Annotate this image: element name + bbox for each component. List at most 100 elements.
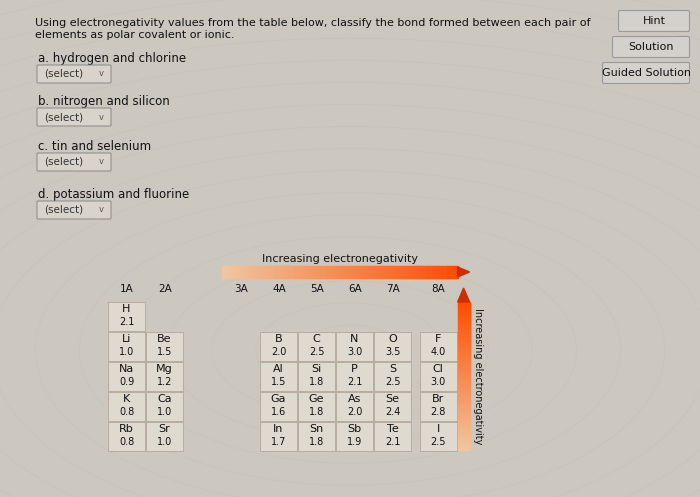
Bar (108, 332, 145, 361)
Text: C: C (313, 334, 321, 344)
Text: 1.8: 1.8 (309, 437, 324, 447)
FancyBboxPatch shape (37, 201, 111, 219)
Text: Rb: Rb (119, 424, 134, 434)
Text: 1.5: 1.5 (157, 347, 172, 357)
Bar (260, 332, 297, 361)
Bar (146, 362, 183, 391)
Text: Te: Te (386, 424, 398, 434)
Bar (419, 392, 456, 421)
Bar (108, 422, 145, 451)
Text: 0.8: 0.8 (119, 437, 134, 447)
Bar (374, 422, 411, 451)
Bar (419, 332, 456, 361)
Bar (108, 302, 145, 331)
Text: N: N (350, 334, 358, 344)
Bar (298, 422, 335, 451)
Bar (298, 332, 335, 361)
Text: c. tin and selenium: c. tin and selenium (38, 140, 151, 153)
Bar (336, 332, 373, 361)
Text: B: B (274, 334, 282, 344)
Text: 3.5: 3.5 (385, 347, 400, 357)
Text: F: F (435, 334, 441, 344)
Text: As: As (348, 394, 361, 404)
Text: Be: Be (158, 334, 172, 344)
Text: Li: Li (122, 334, 131, 344)
Bar (374, 392, 411, 421)
Bar (146, 422, 183, 451)
Text: 2.0: 2.0 (346, 407, 362, 417)
Text: I: I (437, 424, 440, 434)
FancyBboxPatch shape (619, 10, 690, 31)
Text: 1.0: 1.0 (157, 407, 172, 417)
Text: 1.9: 1.9 (347, 437, 362, 447)
Text: K: K (123, 394, 130, 404)
Text: Using electronegativity values from the table below, classify the bond formed be: Using electronegativity values from the … (35, 18, 591, 28)
Bar (260, 422, 297, 451)
Text: (select): (select) (44, 157, 83, 167)
Text: 1.6: 1.6 (271, 407, 286, 417)
Text: 2.1: 2.1 (385, 437, 400, 447)
Text: v: v (99, 112, 104, 121)
Text: 7A: 7A (386, 284, 400, 294)
Text: (select): (select) (44, 112, 83, 122)
Text: (select): (select) (44, 205, 83, 215)
Text: Ge: Ge (309, 394, 324, 404)
Text: 1.7: 1.7 (271, 437, 286, 447)
Text: 1.0: 1.0 (157, 437, 172, 447)
Text: (select): (select) (44, 69, 83, 79)
Text: Increasing electronegativity: Increasing electronegativity (473, 308, 482, 444)
Bar (336, 422, 373, 451)
Text: Solution: Solution (629, 42, 673, 52)
Text: 4A: 4A (272, 284, 286, 294)
Bar (146, 332, 183, 361)
Text: 2.4: 2.4 (385, 407, 400, 417)
Text: 0.8: 0.8 (119, 407, 134, 417)
Text: elements as polar covalent or ionic.: elements as polar covalent or ionic. (35, 30, 235, 40)
Text: Mg: Mg (156, 364, 173, 374)
FancyBboxPatch shape (603, 63, 690, 83)
Text: 2.8: 2.8 (430, 407, 446, 417)
Text: 3A: 3A (234, 284, 248, 294)
Bar (419, 422, 456, 451)
Text: Se: Se (386, 394, 400, 404)
Bar (108, 392, 145, 421)
FancyBboxPatch shape (37, 108, 111, 126)
Text: 6A: 6A (348, 284, 362, 294)
Bar (374, 362, 411, 391)
Text: Sb: Sb (347, 424, 362, 434)
Bar (108, 362, 145, 391)
Text: 2.5: 2.5 (385, 377, 400, 387)
FancyBboxPatch shape (37, 153, 111, 171)
Text: 2.1: 2.1 (119, 317, 134, 327)
Text: 2.5: 2.5 (430, 437, 446, 447)
Text: Al: Al (273, 364, 284, 374)
Text: Ca: Ca (158, 394, 172, 404)
Text: Sr: Sr (159, 424, 170, 434)
Bar (260, 362, 297, 391)
Text: Cl: Cl (433, 364, 444, 374)
Polygon shape (458, 267, 470, 277)
Text: 2.0: 2.0 (271, 347, 286, 357)
Text: 3.0: 3.0 (347, 347, 362, 357)
Bar (146, 392, 183, 421)
Text: 1.8: 1.8 (309, 377, 324, 387)
Text: 2.1: 2.1 (346, 377, 362, 387)
Text: 1A: 1A (120, 284, 134, 294)
Bar (298, 392, 335, 421)
Text: 5A: 5A (310, 284, 324, 294)
Text: 0.9: 0.9 (119, 377, 134, 387)
Text: Guided Solution: Guided Solution (601, 68, 690, 78)
Text: 1.2: 1.2 (157, 377, 172, 387)
Bar (336, 362, 373, 391)
Text: 8A: 8A (432, 284, 445, 294)
FancyBboxPatch shape (37, 65, 111, 83)
Text: v: v (99, 205, 104, 215)
Text: b. nitrogen and silicon: b. nitrogen and silicon (38, 95, 169, 108)
Text: 1.8: 1.8 (309, 407, 324, 417)
Text: Si: Si (312, 364, 321, 374)
Text: Na: Na (119, 364, 134, 374)
Text: 3.0: 3.0 (430, 377, 446, 387)
Text: 2.5: 2.5 (309, 347, 324, 357)
FancyBboxPatch shape (612, 36, 690, 58)
Text: H: H (122, 304, 131, 314)
